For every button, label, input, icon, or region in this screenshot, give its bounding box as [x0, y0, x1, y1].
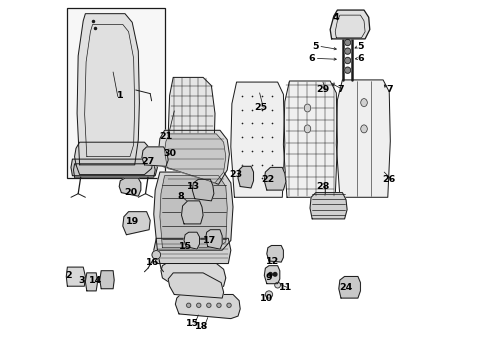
- Circle shape: [273, 273, 276, 276]
- Polygon shape: [264, 266, 279, 284]
- Polygon shape: [153, 172, 232, 250]
- Polygon shape: [336, 80, 389, 197]
- FancyBboxPatch shape: [67, 8, 165, 178]
- Text: 2: 2: [64, 271, 71, 280]
- Text: 5: 5: [312, 42, 318, 51]
- Text: 17: 17: [202, 236, 215, 245]
- Circle shape: [344, 58, 350, 64]
- Ellipse shape: [360, 99, 366, 107]
- Polygon shape: [73, 164, 155, 177]
- Text: 7: 7: [337, 85, 344, 94]
- Polygon shape: [192, 179, 213, 201]
- Text: 13: 13: [186, 182, 200, 191]
- Polygon shape: [266, 246, 283, 262]
- Circle shape: [274, 282, 280, 288]
- Circle shape: [226, 303, 231, 307]
- Polygon shape: [338, 276, 360, 298]
- Text: 11: 11: [279, 283, 292, 292]
- Text: 27: 27: [141, 157, 154, 166]
- Text: 5: 5: [356, 42, 363, 51]
- Polygon shape: [66, 267, 85, 286]
- Text: 25: 25: [254, 103, 267, 112]
- Polygon shape: [238, 166, 253, 188]
- Text: 15: 15: [178, 242, 191, 251]
- Polygon shape: [181, 201, 203, 224]
- Polygon shape: [71, 159, 157, 176]
- Text: 8: 8: [177, 192, 183, 201]
- Circle shape: [265, 291, 272, 298]
- Polygon shape: [168, 273, 223, 298]
- Polygon shape: [119, 178, 141, 196]
- Circle shape: [344, 48, 350, 54]
- Text: 14: 14: [88, 276, 102, 284]
- Circle shape: [186, 303, 190, 307]
- Text: 3: 3: [79, 276, 85, 284]
- Text: 7: 7: [385, 85, 392, 94]
- Circle shape: [152, 251, 160, 259]
- Text: 24: 24: [339, 283, 352, 292]
- Text: 4: 4: [332, 13, 339, 22]
- Polygon shape: [85, 273, 98, 291]
- Polygon shape: [100, 271, 114, 289]
- Ellipse shape: [304, 104, 310, 112]
- Circle shape: [344, 67, 350, 73]
- Polygon shape: [164, 134, 225, 183]
- Circle shape: [268, 273, 272, 276]
- Text: 29: 29: [316, 85, 329, 94]
- Polygon shape: [142, 147, 168, 166]
- Text: 9: 9: [265, 274, 272, 283]
- Circle shape: [216, 303, 221, 307]
- Ellipse shape: [360, 125, 366, 133]
- Text: 1: 1: [117, 91, 123, 100]
- Text: 15: 15: [185, 319, 199, 328]
- Text: 12: 12: [265, 256, 279, 266]
- Polygon shape: [264, 167, 285, 190]
- Polygon shape: [168, 77, 215, 165]
- Circle shape: [196, 303, 201, 307]
- Text: 18: 18: [195, 323, 208, 331]
- Text: 6: 6: [356, 54, 363, 63]
- Polygon shape: [230, 82, 284, 197]
- Text: 21: 21: [159, 132, 172, 141]
- Polygon shape: [205, 230, 222, 249]
- Circle shape: [344, 40, 350, 46]
- Polygon shape: [160, 176, 227, 248]
- Ellipse shape: [304, 125, 310, 133]
- Polygon shape: [153, 238, 230, 264]
- Polygon shape: [309, 193, 346, 219]
- Text: 22: 22: [261, 175, 274, 184]
- Polygon shape: [329, 10, 369, 39]
- Circle shape: [206, 303, 211, 307]
- Text: 28: 28: [316, 182, 329, 191]
- Polygon shape: [159, 130, 229, 184]
- Polygon shape: [77, 14, 139, 165]
- Polygon shape: [175, 294, 240, 319]
- Text: 10: 10: [260, 294, 273, 302]
- Text: 26: 26: [382, 175, 395, 184]
- Text: 19: 19: [125, 217, 139, 226]
- Polygon shape: [122, 212, 150, 235]
- Polygon shape: [161, 264, 225, 290]
- Text: 16: 16: [146, 258, 159, 266]
- Text: 30: 30: [163, 149, 176, 158]
- Polygon shape: [75, 142, 153, 175]
- Text: 23: 23: [228, 170, 242, 179]
- Text: 20: 20: [124, 188, 138, 197]
- Polygon shape: [183, 232, 199, 249]
- Text: 6: 6: [308, 54, 315, 63]
- Polygon shape: [283, 81, 337, 197]
